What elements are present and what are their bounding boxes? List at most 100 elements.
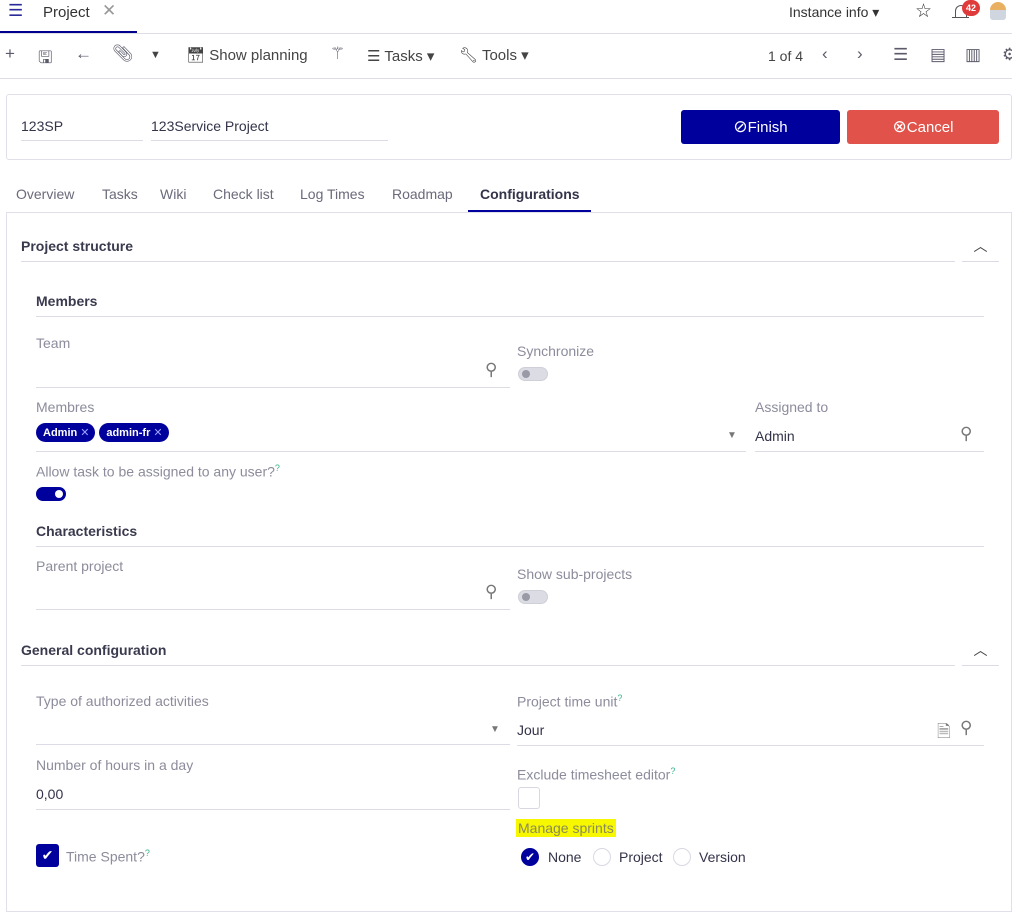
remove-icon[interactable]: ✕ [153, 427, 163, 439]
time-spent-label: Time Spent?? [66, 848, 150, 865]
synchronize-label: Synchronize [517, 343, 595, 359]
project-code-input[interactable]: 123SP [21, 118, 143, 141]
radio-project-label: Project [619, 849, 663, 865]
tools-menu[interactable]: 🔧︎ Tools ▾ [459, 47, 529, 64]
membres-label: Membres [36, 399, 95, 415]
membres-input[interactable]: Admin ✕ admin-fr ✕ [36, 423, 696, 451]
show-planning-button[interactable]: 📅︎ Show planning [186, 46, 308, 64]
instance-info-menu[interactable]: Instance info ▾ [789, 4, 880, 20]
parent-project-input[interactable] [36, 582, 510, 610]
time-unit-label: Project time unit? [517, 693, 622, 710]
radio-project[interactable] [593, 848, 611, 866]
tab-check-list[interactable]: Check list [213, 186, 274, 202]
tab-wiki[interactable]: Wiki [160, 186, 187, 202]
allow-any-user-toggle[interactable] [36, 487, 66, 501]
cancel-button[interactable]: ⊗Cancel [847, 110, 999, 144]
help-icon[interactable]: ? [617, 693, 623, 703]
tab-roadmap[interactable]: Roadmap [392, 186, 453, 202]
close-icon[interactable]: ✕ [102, 1, 117, 20]
help-icon[interactable]: ? [670, 766, 676, 776]
active-tab-indicator [0, 31, 137, 34]
divider [0, 78, 1012, 79]
dropdown-caret-icon[interactable]: ▼ [727, 430, 737, 441]
time-spent-checkbox[interactable]: ✔ [36, 844, 59, 867]
attachment-icon[interactable]: 📎︎ [112, 44, 134, 63]
help-icon[interactable]: ? [144, 848, 150, 858]
calendar-icon: 📅︎ [186, 47, 206, 64]
kanban-view-icon[interactable]: ▥ [965, 45, 982, 64]
radio-none[interactable]: ✔ [521, 848, 539, 866]
document-icon[interactable]: 🗎︎ [937, 722, 951, 741]
assigned-to-input[interactable]: Admin [755, 428, 795, 444]
form-view-icon[interactable]: ▤ [930, 45, 947, 64]
section-project-structure: Project structure [21, 238, 955, 262]
tab-log-times[interactable]: Log Times [300, 186, 365, 202]
search-icon[interactable]: ⚲ [960, 424, 973, 443]
radio-none-label: None [548, 849, 582, 865]
show-subprojects-toggle[interactable] [518, 590, 548, 604]
finish-button[interactable]: ⊘Finish [681, 110, 840, 144]
previous-icon[interactable]: ‹ [822, 44, 828, 63]
member-tag: admin-fr ✕ [99, 423, 169, 442]
radio-version[interactable] [673, 848, 691, 866]
search-icon[interactable]: ⚲ [485, 360, 498, 379]
more-dropdown-icon[interactable]: ▼ [150, 49, 161, 61]
tasks-label: Tasks [384, 48, 423, 65]
hours-per-day-label: Number of hours in a day [36, 757, 194, 773]
authorized-activities-select[interactable] [36, 717, 510, 745]
tab-tasks[interactable]: Tasks [102, 186, 138, 202]
tasks-menu[interactable]: ☰ Tasks ▾ [367, 48, 435, 65]
wrench-icon: 🔧︎ [459, 47, 479, 64]
list-icon: ☰ [367, 48, 381, 65]
tab-overview[interactable]: Overview [16, 186, 75, 202]
collapse-chevron-icon[interactable]: ︿ [962, 640, 999, 666]
dropdown-caret-icon[interactable]: ▼ [490, 724, 500, 735]
add-icon[interactable]: + [5, 44, 15, 63]
subsection-characteristics: Characteristics [36, 523, 984, 547]
member-tag-label: admin-fr [106, 427, 151, 439]
member-tag: Admin ✕ [36, 423, 96, 442]
cancel-circle-icon: ⊗ [892, 117, 907, 136]
show-planning-label: Show planning [209, 47, 308, 64]
radio-version-label: Version [699, 849, 746, 865]
search-icon[interactable]: ⚲ [960, 718, 973, 737]
synchronize-toggle[interactable] [518, 367, 548, 381]
team-label: Team [36, 335, 71, 351]
allow-any-user-text: Allow task to be assigned to any user? [36, 463, 275, 480]
assigned-to-underline [755, 451, 984, 452]
team-input[interactable] [36, 360, 510, 388]
tab-configurations[interactable]: Configurations [480, 186, 580, 202]
help-icon[interactable]: ? [274, 463, 280, 473]
next-icon[interactable]: › [857, 44, 863, 63]
search-icon[interactable]: ⚲ [485, 582, 498, 601]
manage-sprints-label: Manage sprints [516, 819, 616, 837]
cancel-label: Cancel [906, 119, 954, 136]
exclude-timesheet-checkbox[interactable] [518, 787, 540, 809]
magic-wand-icon[interactable]: ⚚ [330, 44, 346, 63]
remove-icon[interactable]: ✕ [80, 427, 90, 439]
time-spent-text: Time Spent? [66, 848, 145, 865]
save-icon[interactable]: 🖫 [38, 48, 53, 67]
back-arrow-icon[interactable]: ← [75, 44, 92, 63]
active-tab-underline [468, 210, 591, 212]
time-unit-text: Project time unit [517, 693, 618, 710]
instance-info-label: Instance info [789, 4, 869, 20]
notification-badge: 42 [962, 0, 981, 16]
menu-icon[interactable]: ☰ [8, 1, 24, 20]
divider [0, 33, 1012, 34]
assigned-to-label: Assigned to [755, 399, 829, 415]
avatar[interactable] [990, 2, 1006, 20]
member-tag-label: Admin [43, 427, 78, 439]
collapse-chevron-icon[interactable]: ︿ [962, 236, 999, 262]
star-icon[interactable]: ☆ [915, 1, 933, 22]
authorized-activities-label: Type of authorized activities [36, 693, 209, 709]
tab-project[interactable]: Project [43, 4, 90, 21]
hours-per-day-input[interactable]: 0,00 [36, 786, 510, 810]
settings-icon[interactable]: ⚙ [1002, 45, 1012, 64]
parent-project-label: Parent project [36, 558, 124, 574]
section-general-configuration: General configuration [21, 642, 955, 666]
list-view-icon[interactable]: ☰ [893, 45, 909, 64]
time-unit-input[interactable]: Jour [517, 722, 545, 738]
project-name-input[interactable]: 123Service Project [151, 118, 388, 141]
allow-any-user-label: Allow task to be assigned to any user?? [36, 463, 280, 480]
